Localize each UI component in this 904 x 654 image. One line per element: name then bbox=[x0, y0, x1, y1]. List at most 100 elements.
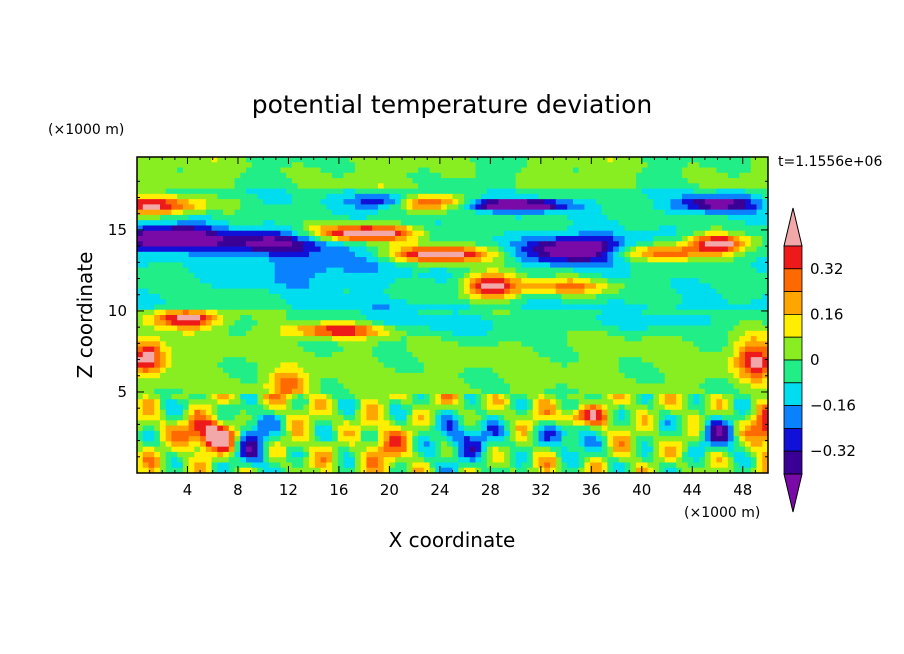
contour-cell bbox=[722, 288, 729, 295]
contour-cell bbox=[354, 283, 362, 290]
contour-cell bbox=[722, 283, 729, 290]
contour-cell bbox=[693, 278, 700, 284]
contour-cell bbox=[469, 178, 477, 184]
contour-cell bbox=[251, 299, 259, 306]
contour-cell bbox=[636, 183, 643, 190]
contour-cell bbox=[659, 293, 666, 300]
contour-cell bbox=[171, 246, 178, 253]
contour-cell bbox=[613, 183, 620, 190]
contour-cell bbox=[681, 251, 689, 258]
contour-cell bbox=[687, 167, 695, 174]
contour-cell bbox=[177, 367, 184, 374]
contour-cell bbox=[710, 272, 717, 279]
contour-cell bbox=[177, 383, 184, 390]
contour-cell bbox=[435, 251, 442, 258]
contour-cell bbox=[595, 341, 603, 348]
contour-cell bbox=[429, 383, 436, 390]
contour-cell bbox=[360, 178, 368, 184]
contour-cell bbox=[722, 262, 729, 269]
contour-cell bbox=[217, 278, 224, 284]
contour-cell bbox=[223, 214, 230, 221]
contour-cell bbox=[268, 341, 276, 348]
contour-cell bbox=[681, 209, 689, 216]
contour-cell bbox=[613, 220, 620, 227]
contour-cell bbox=[527, 315, 534, 321]
contour-cell bbox=[200, 183, 207, 190]
contour-cell bbox=[659, 320, 666, 327]
contour-cell bbox=[693, 330, 700, 337]
contour-cell bbox=[509, 336, 517, 342]
contour-cell bbox=[303, 204, 310, 211]
contour-cell bbox=[395, 357, 402, 363]
contour-cell bbox=[142, 167, 150, 174]
contour-cell bbox=[142, 230, 150, 237]
contour-cell bbox=[452, 299, 459, 306]
contour-cell bbox=[762, 357, 768, 363]
contour-cell bbox=[303, 251, 310, 258]
contour-cell bbox=[509, 162, 517, 169]
contour-cell bbox=[607, 167, 614, 174]
contour-cell bbox=[647, 283, 654, 290]
contour-cell bbox=[544, 367, 551, 374]
contour-cell bbox=[268, 351, 276, 358]
contour-cell bbox=[154, 309, 161, 316]
contour-cell bbox=[544, 167, 551, 174]
contour-cell bbox=[257, 362, 264, 369]
contour-cell bbox=[360, 183, 368, 190]
contour-cell bbox=[509, 315, 517, 321]
contour-cell bbox=[492, 315, 499, 321]
contour-cell bbox=[716, 304, 723, 311]
contour-cell bbox=[412, 283, 419, 290]
contour-cell bbox=[251, 167, 259, 174]
contour-cell bbox=[240, 183, 247, 190]
contour-cell bbox=[291, 383, 299, 390]
contour-cell bbox=[727, 346, 735, 353]
contour-cell bbox=[286, 336, 293, 342]
contour-cell bbox=[263, 325, 270, 332]
contour-cell bbox=[509, 209, 517, 216]
contour-cell bbox=[607, 199, 614, 205]
contour-cell bbox=[458, 367, 465, 374]
contour-cell bbox=[148, 241, 155, 248]
contour-cell bbox=[303, 388, 310, 395]
contour-cell bbox=[727, 351, 735, 358]
contour-cell bbox=[406, 357, 413, 363]
contour-cell bbox=[733, 204, 740, 211]
contour-cell bbox=[550, 199, 557, 205]
contour-cell bbox=[739, 178, 746, 184]
contour-cell bbox=[291, 341, 299, 348]
contour-cell bbox=[630, 357, 637, 363]
contour-cell bbox=[326, 183, 333, 190]
contour-cell bbox=[630, 336, 637, 342]
contour-cell bbox=[171, 220, 178, 227]
contour-cell bbox=[590, 336, 597, 342]
contour-cell bbox=[636, 288, 643, 295]
contour-cell bbox=[463, 272, 471, 279]
contour-cell bbox=[584, 172, 591, 179]
contour-cell bbox=[291, 293, 299, 300]
contour-cell bbox=[423, 346, 431, 353]
contour-cell bbox=[613, 315, 620, 321]
contour-cell bbox=[240, 209, 247, 216]
contour-cell bbox=[360, 357, 368, 363]
contour-cell bbox=[590, 383, 597, 390]
contour-cell bbox=[240, 299, 247, 306]
contour-cell bbox=[509, 257, 517, 263]
contour-cell bbox=[182, 283, 190, 290]
contour-cell bbox=[492, 330, 499, 337]
contour-cell bbox=[636, 372, 643, 379]
contour-cell bbox=[664, 293, 672, 300]
contour-cell bbox=[659, 367, 666, 374]
contour-cell bbox=[418, 388, 425, 395]
contour-cell bbox=[739, 183, 746, 190]
contour-cell bbox=[377, 383, 385, 390]
contour-cell bbox=[165, 351, 173, 358]
contour-cell bbox=[636, 204, 643, 211]
contour-cell bbox=[458, 330, 465, 337]
contour-cell bbox=[165, 178, 173, 184]
contour-cell bbox=[515, 178, 522, 184]
contour-cell bbox=[762, 293, 768, 300]
contour-cell bbox=[641, 183, 649, 190]
contour-cell bbox=[561, 267, 568, 274]
contour-cell bbox=[297, 220, 304, 227]
